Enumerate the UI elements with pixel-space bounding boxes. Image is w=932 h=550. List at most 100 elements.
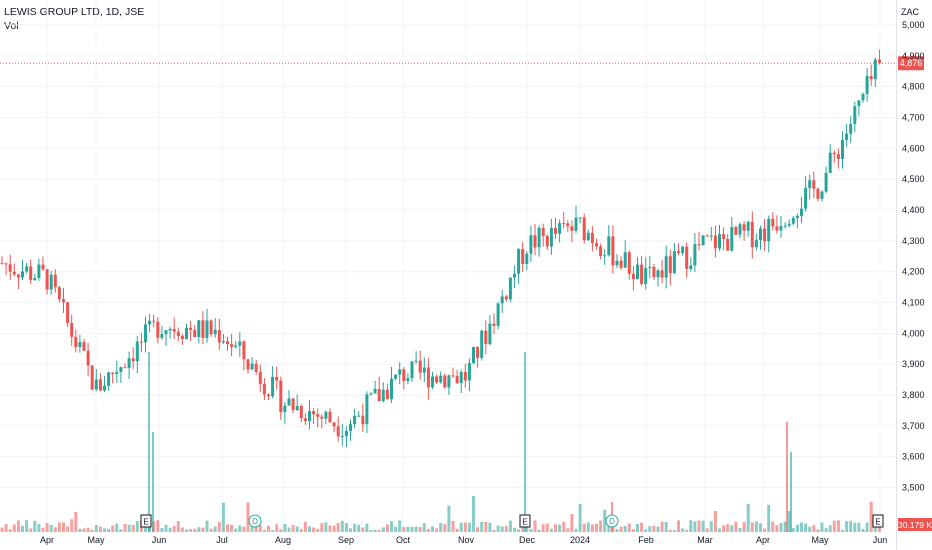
volume-bar xyxy=(836,520,840,532)
x-tick-label: Sep xyxy=(338,535,354,545)
candle-body xyxy=(119,367,123,373)
volume-bar xyxy=(824,528,828,532)
candle-body xyxy=(804,187,808,209)
volume-bar xyxy=(258,525,262,532)
candle-body xyxy=(767,218,771,242)
candle-body xyxy=(672,251,676,274)
candle-body xyxy=(685,246,689,269)
volume-bar xyxy=(328,525,332,532)
candle-body xyxy=(78,342,82,348)
candle-body xyxy=(230,344,234,348)
candle-body xyxy=(418,360,422,373)
volume-bar xyxy=(16,520,20,532)
volume-bar xyxy=(660,521,664,532)
volume-bar xyxy=(283,524,287,532)
volume-bar xyxy=(435,528,439,532)
volume-bar xyxy=(513,527,516,532)
candle-body xyxy=(94,379,98,390)
candle-body xyxy=(873,59,877,80)
candle-body xyxy=(545,236,549,247)
candle-body xyxy=(689,265,693,269)
candle-body xyxy=(213,329,217,335)
volume-bar xyxy=(705,528,709,532)
volume-bar xyxy=(472,495,475,532)
candle-body xyxy=(631,273,635,280)
x-tick-label: Jun xyxy=(152,535,167,545)
candle-body xyxy=(431,376,434,388)
candle-body xyxy=(295,406,299,411)
volume-bar xyxy=(873,527,877,532)
x-tick-label: 2024 xyxy=(570,535,590,545)
volume-bar xyxy=(262,529,266,532)
volume-bar xyxy=(410,526,414,532)
candle-body xyxy=(697,244,701,246)
candle-body xyxy=(787,223,791,226)
volume-bar xyxy=(299,528,303,532)
volume-bar xyxy=(37,523,41,532)
volume-bar xyxy=(754,521,758,532)
y-tick-label: 3,800 xyxy=(902,390,925,400)
volume-bar xyxy=(484,521,488,532)
volume-bar xyxy=(615,528,619,532)
volume-bar xyxy=(217,522,221,532)
candle-body xyxy=(209,320,213,335)
candle-body xyxy=(640,264,644,284)
candle-body xyxy=(152,320,156,322)
candle-body xyxy=(246,359,250,370)
candle-body xyxy=(422,367,426,373)
volume-bar xyxy=(640,522,644,532)
candle-body xyxy=(103,385,106,391)
volume-bar xyxy=(180,527,184,532)
volume-bar xyxy=(135,521,139,532)
candle-body xyxy=(361,415,365,425)
candle-body xyxy=(176,331,180,336)
volume-bar xyxy=(845,521,849,532)
volume-bar xyxy=(865,522,869,532)
volume-bar xyxy=(279,529,283,532)
volume-bar xyxy=(353,523,357,532)
volume-bar xyxy=(738,527,742,532)
volume-bar xyxy=(726,524,730,532)
candle-body xyxy=(828,152,832,173)
y-tick-label: 4,000 xyxy=(902,328,925,338)
candle-body xyxy=(578,217,582,219)
volume-bar xyxy=(459,522,463,532)
candle-body xyxy=(566,223,570,227)
volume-bar xyxy=(103,528,106,532)
x-tick-label: Jul xyxy=(216,535,228,545)
candle-body xyxy=(250,363,254,370)
candle-body xyxy=(619,260,623,268)
volume-bar xyxy=(455,528,459,532)
volume-bar xyxy=(12,524,16,532)
candle-body xyxy=(701,235,705,246)
candle-body xyxy=(82,342,86,351)
volume-bar xyxy=(340,520,344,532)
candle-body xyxy=(742,224,746,231)
x-tick-label: Jun xyxy=(873,535,888,545)
earnings-marker xyxy=(140,514,152,528)
candle-body xyxy=(320,416,324,419)
candle-body xyxy=(49,274,53,290)
candle-body xyxy=(681,246,685,254)
y-tick-label: 4,300 xyxy=(902,236,925,246)
volume-bar xyxy=(734,521,738,532)
candle-body xyxy=(369,393,373,395)
y-tick-label: 3,600 xyxy=(902,452,925,462)
volume-bar xyxy=(418,527,422,532)
candle-body xyxy=(197,320,201,338)
volume-bar xyxy=(775,525,779,532)
candle-body xyxy=(70,323,74,337)
candle-body xyxy=(443,375,447,388)
y-tick-label: 4,400 xyxy=(902,205,925,215)
candle-body xyxy=(857,100,861,107)
volume-bar xyxy=(406,526,410,532)
volume-bar xyxy=(685,529,689,532)
volume-bar xyxy=(664,521,668,532)
volume-bar xyxy=(45,523,49,532)
volume-bar xyxy=(29,528,33,532)
candle-body xyxy=(447,375,451,388)
chart-legend: LEWIS GROUP LTD, 1D, JSE Vol xyxy=(4,5,144,33)
volume-bar xyxy=(525,525,529,532)
x-tick-label: Apr xyxy=(40,535,54,545)
